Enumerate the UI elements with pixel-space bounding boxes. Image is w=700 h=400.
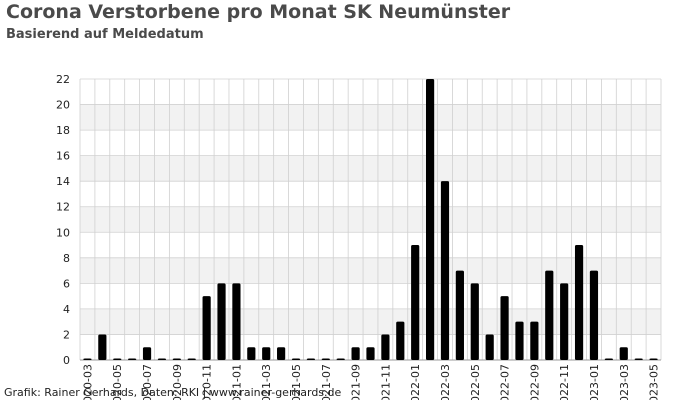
grid-band (80, 155, 661, 182)
bar-2021-09 (351, 347, 360, 360)
y-tick-label: 14 (56, 175, 70, 188)
bar-2020-09 (172, 358, 181, 360)
x-tick-label: 2021-05 (290, 364, 303, 400)
y-tick-label: 18 (56, 124, 70, 137)
x-tick-label: 2020-05 (111, 364, 124, 400)
grid-band (80, 257, 661, 284)
x-tick-label: 2023-03 (618, 364, 631, 400)
bar-2022-07 (500, 296, 509, 360)
bar-2022-09 (530, 321, 539, 360)
bar-2021-05 (291, 358, 301, 360)
bar-2021-12 (396, 321, 405, 360)
x-tick-label: 2021-03 (260, 364, 273, 400)
bar-2021-07 (321, 358, 330, 360)
x-tick-label: 2020-09 (171, 364, 184, 400)
x-tick-label: 2023-01 (588, 364, 601, 400)
chart-subtitle: Basierend auf Meldedatum (6, 27, 204, 42)
bar-2023-01 (589, 270, 599, 360)
x-tick-label: 2022-03 (439, 364, 452, 400)
bar-2021-03 (262, 347, 271, 360)
y-tick-label: 8 (63, 252, 70, 265)
bar-2022-04 (455, 270, 464, 360)
x-tick-label: 2020-07 (141, 364, 154, 400)
grid-band (80, 104, 661, 131)
x-tick-label: 2022-01 (409, 364, 422, 400)
chart-title: Corona Verstorbene pro Monat SK Neumünst… (6, 1, 511, 23)
bar-2023-02 (604, 358, 613, 360)
bar-2021-11 (381, 334, 390, 360)
y-tick-label: 12 (56, 201, 70, 214)
bar-2020-06 (128, 358, 137, 360)
bar-2021-06 (306, 358, 316, 360)
bar-2021-08 (336, 358, 345, 360)
y-tick-label: 16 (56, 150, 70, 163)
bar-2021-04 (277, 347, 286, 360)
y-tick-label: 4 (63, 303, 70, 316)
footer-credit: Grafik: Rainer Gerhards, Daten: RKI | ww… (4, 386, 342, 399)
bar-2022-08 (515, 321, 524, 360)
x-tick-label: 2021-09 (350, 364, 363, 400)
bar-2022-11 (560, 283, 569, 360)
bar-2023-04 (634, 358, 643, 360)
bar-2023-05 (649, 358, 658, 360)
bar-2020-07 (142, 347, 152, 360)
x-tick-label: 2022-09 (528, 364, 541, 400)
bar-2022-06 (485, 334, 494, 360)
bar-2020-08 (157, 358, 167, 360)
bar-2022-10 (545, 270, 554, 360)
x-tick-label: 2020-03 (81, 364, 94, 400)
bar-2023-03 (619, 347, 628, 360)
y-tick-label: 10 (56, 226, 70, 239)
bar-2022-05 (470, 283, 479, 360)
bar-2022-02 (425, 79, 435, 360)
bar-2020-10 (187, 358, 196, 360)
bar-2021-01 (232, 283, 241, 360)
bar-2020-11 (202, 296, 211, 360)
bar-2022-12 (574, 245, 584, 360)
y-tick-label: 6 (63, 277, 70, 290)
x-tick-label: 2021-01 (230, 364, 243, 400)
x-tick-label: 2020-11 (201, 364, 214, 400)
y-tick-label: 0 (63, 354, 70, 367)
bar-2020-04 (98, 334, 107, 360)
bar-2020-05 (113, 358, 122, 360)
bar-2020-12 (217, 283, 226, 360)
bar-2020-03 (83, 358, 92, 360)
y-tick-label: 20 (56, 99, 70, 112)
x-tick-label: 2023-05 (648, 364, 661, 400)
grid-band (80, 308, 661, 335)
bar-2022-03 (440, 181, 450, 360)
grid-band (80, 206, 661, 233)
y-tick-label: 2 (63, 328, 70, 341)
y-tick-label: 22 (56, 73, 70, 86)
x-tick-label: 2022-11 (558, 364, 571, 400)
x-tick-label: 2021-07 (320, 364, 333, 400)
x-tick-label: 2021-11 (379, 364, 392, 400)
bar-2021-02 (247, 347, 256, 360)
bar-2021-10 (366, 347, 375, 360)
x-tick-label: 2022-07 (499, 364, 512, 400)
x-tick-label: 2022-05 (469, 364, 482, 400)
bar-2022-01 (411, 245, 420, 360)
